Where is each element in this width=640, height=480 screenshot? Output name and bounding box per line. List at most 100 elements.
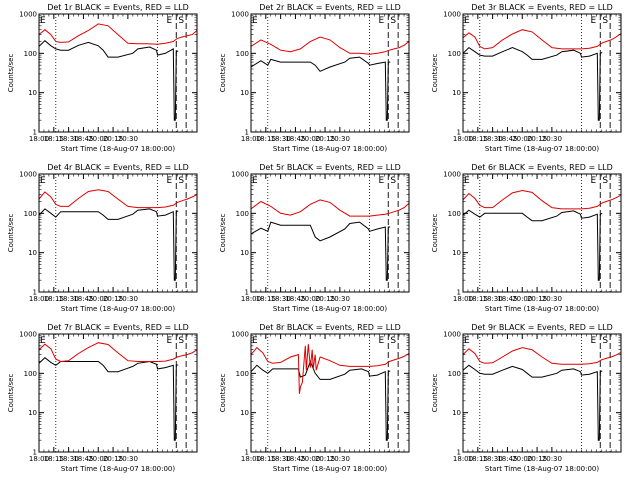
x-tick-label: 18:30: [483, 295, 503, 303]
marker-e: E: [591, 336, 597, 346]
x-tick-label: 20:30: [330, 295, 350, 303]
marker-e: E: [591, 176, 597, 186]
x-tick-label: 18:45: [73, 455, 93, 463]
x-tick-label: 18:00: [453, 295, 473, 303]
lld-series-line: [38, 342, 198, 363]
y-tick-label: 100: [236, 210, 249, 218]
panel-det-8: Det 8r BLACK = Events, RED = LLD Counts/s…: [219, 323, 410, 473]
y-tick-label: 1000: [443, 331, 461, 339]
x-tick-label: 18:15: [468, 295, 488, 303]
panel-det-3: Det 3r BLACK = Events, RED = LLD Counts/s…: [431, 3, 622, 153]
lld-series-line: [462, 29, 622, 50]
y-tick-label: 100: [448, 370, 461, 378]
x-tick-label: 20:15: [103, 135, 123, 143]
events-series-line: [250, 360, 391, 441]
y-tick-label: 1: [245, 129, 249, 137]
x-axis-label: Start Time (18-Aug-07 18:00:00): [485, 305, 599, 313]
marker-s: S: [602, 336, 608, 346]
panel-det-7: Det 7r BLACK = Events, RED = LLD Counts/s…: [7, 323, 198, 473]
marker-e: E: [167, 176, 173, 186]
panel-corner-marker: E: [252, 176, 258, 186]
x-tick-label: 18:45: [285, 295, 305, 303]
y-tick-label: 100: [236, 370, 249, 378]
panel-title: Det 5r BLACK = Events, RED = LLD: [259, 163, 401, 172]
marker-e: E: [167, 336, 173, 346]
events-series-line: [250, 56, 391, 121]
x-tick-label: 18:45: [497, 135, 517, 143]
y-tick-label: 100: [448, 210, 461, 218]
y-tick-label: 1000: [231, 171, 249, 179]
y-tick-label: 10: [28, 409, 37, 417]
x-tick-label: 18:15: [44, 135, 64, 143]
y-tick-label: 10: [240, 89, 249, 97]
x-tick-label: 20:15: [103, 455, 123, 463]
x-tick-label: 20:30: [330, 455, 350, 463]
x-tick-label: 20:15: [527, 135, 547, 143]
x-tick-label: 20:30: [118, 135, 138, 143]
x-tick-label: 20:15: [527, 455, 547, 463]
y-axis-label: Counts/sec: [7, 374, 15, 413]
x-tick-label: 20:15: [103, 295, 123, 303]
x-tick-label: 20:30: [330, 135, 350, 143]
x-tick-label: 20:00: [300, 295, 320, 303]
panel-corner-marker: E: [464, 176, 470, 186]
x-tick-label: 18:15: [256, 295, 276, 303]
x-tick-label: 18:15: [256, 135, 276, 143]
x-tick-label: 20:00: [512, 135, 532, 143]
panel-corner-marker: E: [464, 16, 470, 26]
y-tick-label: 1: [457, 449, 461, 457]
panel-det-9: Det 9r BLACK = Events, RED = LLD Counts/s…: [431, 323, 622, 473]
x-tick-label: 20:15: [315, 295, 335, 303]
x-tick-label: 18:30: [59, 295, 79, 303]
x-axis-label: Start Time (18-Aug-07 18:00:00): [485, 465, 599, 473]
x-tick-label: 18:15: [468, 455, 488, 463]
y-tick-label: 1000: [19, 331, 37, 339]
x-tick-label: 20:00: [88, 455, 108, 463]
y-axis-label: Counts/sec: [219, 214, 227, 253]
y-axis-label: Counts/sec: [219, 374, 227, 413]
panel-det-2: Det 2r BLACK = Events, RED = LLD Counts/s…: [219, 3, 410, 153]
y-tick-label: 10: [28, 89, 37, 97]
y-axis-label: Counts/sec: [431, 54, 439, 93]
panel-title: Det 9r BLACK = Events, RED = LLD: [471, 323, 613, 332]
x-tick-label: 20:15: [315, 135, 335, 143]
x-tick-label: 18:45: [73, 135, 93, 143]
x-axis-label: Start Time (18-Aug-07 18:00:00): [61, 305, 175, 313]
y-tick-label: 1: [33, 449, 37, 457]
x-tick-label: 20:15: [527, 295, 547, 303]
panel-det-1: Det 1r BLACK = Events, RED = LLD Counts/s…: [7, 3, 198, 153]
y-tick-label: 1: [245, 289, 249, 297]
panel-title: Det 8r BLACK = Events, RED = LLD: [259, 323, 401, 332]
x-tick-label: 18:00: [241, 295, 261, 303]
marker-s: S: [390, 16, 396, 26]
x-tick-label: 18:45: [497, 295, 517, 303]
marker-e: E: [379, 176, 385, 186]
x-tick-label: 18:30: [483, 455, 503, 463]
x-tick-label: 18:00: [241, 455, 261, 463]
x-axis-label: Start Time (18-Aug-07 18:00:00): [273, 305, 387, 313]
panel-det-4: Det 4r BLACK = Events, RED = LLD Counts/s…: [7, 163, 198, 313]
marker-s: S: [178, 176, 184, 186]
y-tick-label: 1: [33, 289, 37, 297]
x-tick-label: 18:15: [44, 455, 64, 463]
y-tick-label: 1: [245, 449, 249, 457]
x-tick-label: 18:45: [285, 135, 305, 143]
y-axis-label: Counts/sec: [431, 214, 439, 253]
x-axis-label: Start Time (18-Aug-07 18:00:00): [61, 145, 175, 153]
y-axis-label: Counts/sec: [7, 54, 15, 93]
events-series-line: [38, 40, 179, 121]
x-tick-label: 18:30: [59, 455, 79, 463]
panel-title: Det 4r BLACK = Events, RED = LLD: [47, 163, 189, 172]
panel-title: Det 6r BLACK = Events, RED = LLD: [471, 163, 613, 172]
events-series-line: [250, 221, 391, 281]
y-tick-label: 10: [240, 249, 249, 257]
marker-s: S: [602, 176, 608, 186]
x-tick-label: 18:30: [271, 295, 291, 303]
x-tick-label: 18:00: [453, 135, 473, 143]
x-tick-label: 20:30: [542, 455, 562, 463]
panel-corner-marker: E: [252, 336, 258, 346]
panel-corner-marker: E: [40, 336, 46, 346]
panel-corner-marker: E: [40, 16, 46, 26]
x-axis-label: Start Time (18-Aug-07 18:00:00): [273, 145, 387, 153]
